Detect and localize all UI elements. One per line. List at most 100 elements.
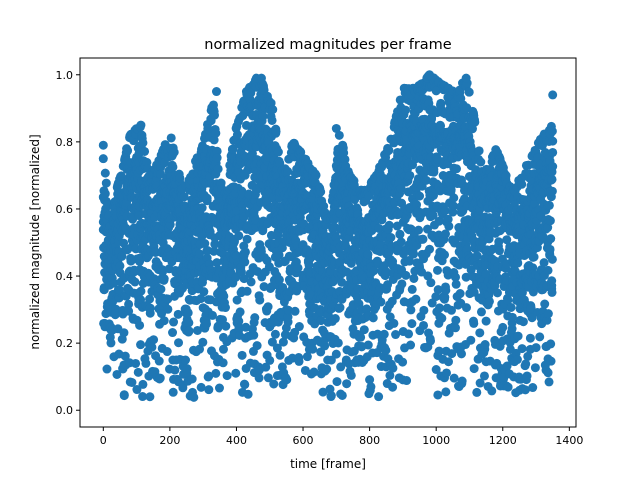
scatter-point [145, 392, 155, 402]
scatter-point [293, 263, 303, 273]
scatter-point-outlier [331, 123, 341, 133]
scatter-point [521, 359, 531, 369]
scatter-point [547, 254, 557, 264]
scatter-point [240, 380, 250, 390]
scatter-point [238, 111, 248, 121]
scatter-point [228, 144, 238, 154]
scatter-point [366, 382, 376, 392]
scatter-point [155, 373, 165, 383]
scatter-point [391, 330, 401, 340]
scatter-point [512, 355, 522, 365]
scatter-point [184, 326, 194, 336]
scatter-point [539, 258, 549, 268]
scatter-point [159, 274, 169, 284]
scatter-point [273, 147, 283, 157]
scatter-point [168, 387, 178, 397]
scatter-point [199, 287, 209, 297]
scatter-point [346, 370, 356, 380]
x-tick-label: 600 [293, 434, 314, 447]
scatter-point [249, 330, 259, 340]
scatter-point [272, 343, 282, 353]
scatter-point [145, 308, 155, 318]
scatter-point [331, 349, 341, 359]
scatter-point [503, 295, 513, 305]
scatter-point [337, 277, 347, 287]
scatter-point [311, 170, 321, 180]
scatter-point [181, 355, 191, 365]
scatter-point [246, 88, 256, 98]
scatter-point [547, 287, 557, 297]
scatter-point [156, 284, 166, 294]
scatter-point [433, 390, 443, 400]
scatter-point-outlier [425, 70, 435, 80]
scatter-point [418, 234, 428, 244]
scatter-point [433, 265, 443, 275]
scatter-point [492, 288, 502, 298]
y-tick-label: 0.6 [56, 203, 74, 216]
scatter-point [517, 288, 527, 298]
scatter-point [469, 364, 479, 374]
scatter-point [441, 229, 451, 239]
scatter-point [162, 347, 172, 357]
scatter-point [132, 385, 142, 395]
scatter-point [419, 305, 429, 315]
scatter-point [406, 305, 416, 315]
scatter-point [169, 147, 179, 157]
y-tick-label: 0.2 [56, 337, 74, 350]
scatter-point [346, 258, 356, 268]
scatter-point [435, 303, 445, 313]
scatter-point [451, 164, 461, 174]
scatter-point [513, 258, 523, 268]
scatter-point [529, 252, 539, 262]
scatter-point [140, 146, 150, 156]
scatter-point [258, 226, 268, 236]
scatter-point [290, 306, 300, 316]
scatter-point [168, 162, 178, 172]
scatter-point [447, 349, 457, 359]
scatter-point-outlier [461, 73, 471, 83]
scatter-point [433, 285, 443, 295]
scatter-point [520, 385, 530, 395]
scatter-point [376, 297, 386, 307]
scatter-point [117, 251, 127, 261]
scatter-point [212, 153, 222, 163]
scatter-point [274, 250, 284, 260]
scatter-point [513, 331, 523, 341]
scatter-point [326, 391, 336, 401]
scatter-point [374, 392, 384, 402]
scatter-point [456, 349, 466, 359]
scatter-point [481, 269, 491, 279]
scatter-point [197, 203, 207, 213]
x-axis-label: time [frame] [290, 457, 366, 471]
scatter-point [135, 320, 145, 330]
y-tick-label: 1.0 [56, 69, 74, 82]
scatter-point [265, 355, 275, 365]
scatter-point [407, 284, 417, 294]
scatter-point [548, 136, 558, 146]
scatter-point [434, 216, 444, 226]
scatter-point [438, 171, 448, 181]
scatter-point [444, 357, 453, 367]
scatter-point [547, 174, 557, 184]
scatter-point [157, 309, 167, 319]
scatter-point [198, 337, 208, 347]
scatter-point [274, 275, 284, 285]
scatter-point [396, 184, 406, 194]
scatter-point [548, 162, 558, 172]
scatter-point [381, 345, 391, 355]
scatter-point [170, 365, 180, 375]
scatter-point [283, 312, 293, 322]
scatter-point [231, 368, 241, 378]
scatter-point [234, 231, 244, 241]
scatter-point [119, 328, 129, 338]
scatter-point [494, 246, 504, 256]
scatter-point [241, 120, 251, 130]
scatter-point [138, 392, 148, 402]
scatter-point [193, 325, 203, 335]
scatter-point [546, 356, 556, 366]
scatter-point [149, 335, 159, 345]
scatter-point [507, 312, 517, 322]
scatter-point [441, 387, 451, 397]
scatter-point [278, 337, 288, 347]
scatter-point [237, 350, 247, 360]
